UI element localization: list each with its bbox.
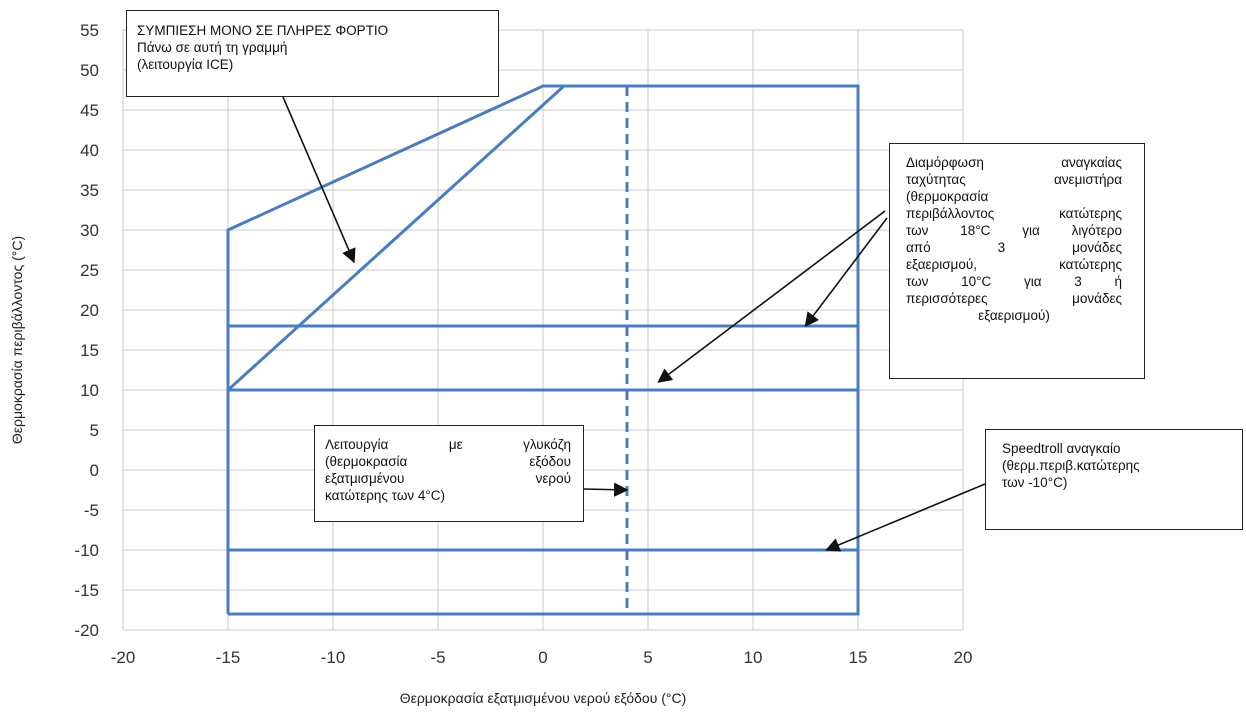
annotation-line: (θερμ.περιβ.κατώτερης [1002, 458, 1140, 473]
x-tick-label: 20 [954, 648, 973, 667]
x-tick-label: -5 [430, 648, 445, 667]
annotation-arrow [804, 217, 888, 328]
y-tick-label: 25 [80, 261, 99, 280]
annotation-line: από 3 μονάδες [906, 240, 1122, 255]
x-tick-label: -15 [216, 648, 241, 667]
annotation-line: (θερμοκρασία [906, 189, 989, 204]
annotation-line: Διαμόρφωση αναγκαίας [906, 155, 1122, 170]
y-tick-label: 35 [80, 181, 99, 200]
y-tick-label: 5 [90, 421, 99, 440]
annotation-line: εξαερισμού, κατώτερης [906, 257, 1122, 272]
annotation-line: εξαερισμού) [978, 308, 1050, 323]
annotation-line: εξατμισμένου νερού [325, 471, 571, 486]
annotation-line: Speedtroll αναγκαίο [1002, 441, 1121, 456]
series-line [226, 84, 860, 616]
annotation-glycol-mode: Λειτουργία με γλυκόζη (θερμοκρασία εξόδο… [314, 425, 584, 522]
y-tick-label: 15 [80, 341, 99, 360]
y-tick-label: -10 [74, 541, 99, 560]
annotation-arrows [282, 96, 986, 552]
y-tick-label: 40 [80, 141, 99, 160]
annotation-arrow [583, 482, 629, 497]
annotation-line: των 10°C για 3 ή [906, 274, 1122, 289]
series-line [226, 84, 566, 392]
y-tick-label: 30 [80, 221, 99, 240]
annotation-fan-speed: Διαμόρφωση αναγκαίας ταχύτητας ανεμιστήρ… [889, 143, 1145, 379]
y-tick-label: 10 [80, 381, 99, 400]
annotation-speedtroll: Speedtroll αναγκαίο (θερμ.περιβ.κατώτερη… [985, 429, 1243, 530]
y-tick-label: 55 [80, 21, 99, 40]
annotation-arrow [282, 96, 356, 264]
x-tick-label: 0 [538, 648, 547, 667]
chart-series [226, 84, 860, 616]
annotation-line: (θερμοκρασία εξόδου [325, 454, 571, 469]
x-tick-label: -10 [321, 648, 346, 667]
y-tick-label: 50 [80, 61, 99, 80]
chart-grid [122, 29, 964, 631]
annotation-line: (λειτουργία ICE) [137, 57, 234, 72]
x-tick-label: 5 [643, 648, 652, 667]
y-tick-label: -5 [84, 501, 99, 520]
annotation-line: Πάνω σε αυτή τη γραμμή [137, 40, 288, 55]
annotation-ice-mode: ΣΥΜΠΙΕΣΗ ΜΟΝΟ ΣΕ ΠΛΗΡΕΣ ΦΟΡΤΙΟ Πάνω σε α… [126, 10, 499, 97]
annotation-line: περιβάλλοντος κατώτερης [906, 206, 1122, 221]
annotation-line: κατώτερης των 4°C) [325, 488, 446, 503]
annotation-arrow [657, 210, 886, 383]
annotation-line: των 18°C για λιγότερο [906, 223, 1122, 238]
annotation-line: περισσότερες μονάδες [906, 291, 1122, 306]
x-axis-ticks: -20 -15 -10 -5 0 5 10 15 20 [111, 648, 973, 667]
x-tick-label: -20 [111, 648, 136, 667]
y-tick-label: 45 [80, 101, 99, 120]
x-tick-label: 15 [849, 648, 868, 667]
y-tick-label: -15 [74, 581, 99, 600]
x-axis-label: Θερμοκρασία εξατμισμένου νερού εξόδου (°… [400, 690, 687, 706]
annotation-line: ΣΥΜΠΙΕΣΗ ΜΟΝΟ ΣΕ ΠΛΗΡΕΣ ΦΟΡΤΙΟ [137, 23, 389, 38]
y-axis-label: Θερμοκρασία περιβάλλοντος (°C) [9, 236, 25, 444]
annotation-line: ταχύτητας ανεμιστήρα [906, 172, 1122, 187]
y-tick-label: -20 [74, 621, 99, 640]
y-tick-label: 0 [90, 461, 99, 480]
annotation-line: των -10°C) [1002, 475, 1068, 490]
annotation-line: Λειτουργία με γλυκόζη [325, 437, 571, 452]
y-tick-label: 20 [80, 301, 99, 320]
x-tick-label: 10 [744, 648, 763, 667]
annotation-arrow [825, 483, 986, 552]
